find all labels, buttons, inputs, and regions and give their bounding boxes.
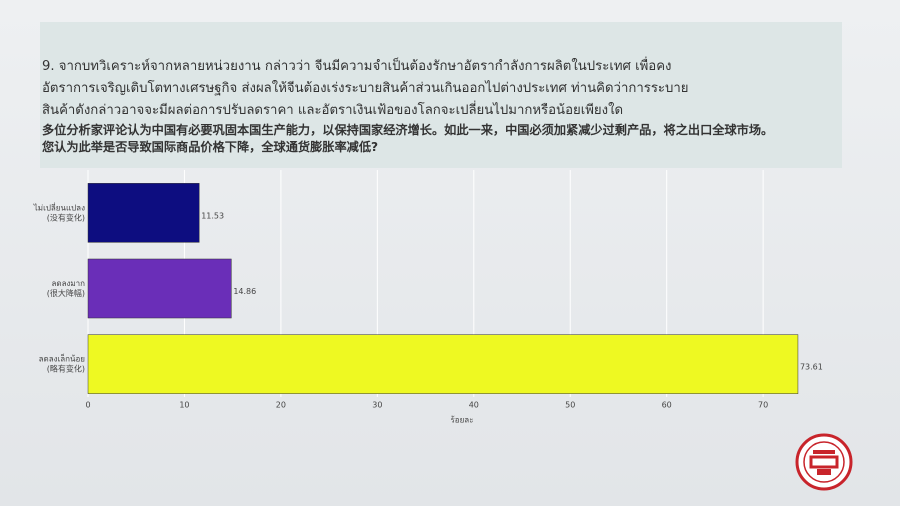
value-label: 14.86 [233,287,256,296]
question-line: อัตราการเจริญเติบโตทางเศรษฐกิจ ส่งผลให้จ… [42,81,689,96]
x-tick-label: 60 [662,401,672,410]
y-tick-label: ลดลงเล็กน้อย [39,354,85,364]
value-label: 73.61 [800,363,823,372]
y-tick-label: ไม่เปลี่ยนแปลง [33,201,85,212]
question-line-zh: 您认为此举是否导致国际商品价格下降，全球通货膨胀率减低? [42,140,379,154]
y-tick-label: (很大降幅) [47,288,85,298]
value-label: 11.53 [201,211,224,220]
x-axis-label: ร้อยละ [451,416,474,425]
bar [87,334,799,394]
x-tick-label: 70 [758,401,768,410]
question-line-zh: 多位分析家评论认为中国有必要巩固本国生产能力，以保持国家经济增长。如此一来，中国… [42,123,774,137]
x-tick-label: 20 [276,401,286,410]
x-tick-label: 50 [565,401,575,410]
bar [87,258,232,319]
x-tick-label: 30 [372,401,382,410]
question-line: สินค้าดังกล่าวอาจจะมีผลต่อการปรับลดราคา … [42,103,624,118]
y-tick-label: (没有变化) [47,212,85,222]
x-tick-label: 10 [179,401,189,410]
logo [795,433,853,491]
x-tick-label: 0 [85,401,90,410]
x-tick-label: 40 [469,401,479,410]
y-tick-label: ลดลงมาก [51,279,85,288]
question-line: 9. จากบทวิเคราะห์จากหลายหน่วยงาน กล่าวว่… [42,59,672,74]
y-tick-label: (略有变化) [47,364,85,374]
question-box: 9. จากบทวิเคราะห์จากหลายหน่วยงาน กล่าวว่… [40,22,842,168]
bar [87,183,200,243]
